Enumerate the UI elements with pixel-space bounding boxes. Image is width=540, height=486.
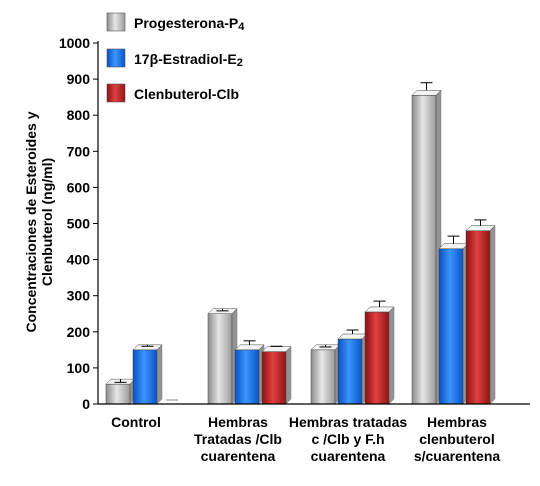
bar-1-group-2 [207,308,238,405]
y-axis-label: Concentraciones de Esteroides y Clenbuter… [23,111,55,332]
bar-3-group-3 [364,306,395,405]
y-tick-label: 0 [82,396,90,412]
category-labels: Control Hembras Tratadas /Clb cuarentenaHem… [111,414,500,464]
legend-label-1: Progesterona-P4 [134,15,245,33]
legend: Progesterona-P4 17β-Estradiol-E2 Clenbuter… [106,12,245,103]
bar-1-group-1 [105,378,136,405]
bar-1-group-3 [310,344,341,405]
y-label-line-2: Clenbuterol (ng/ml) [39,158,55,286]
bar-3-group-4 [465,225,496,405]
legend-label-sub-1: 4 [238,21,245,33]
x-category-label-4: Hembras clenbuterol s/cuarentena [414,414,501,464]
legend-swatch-3 [106,83,126,103]
legend-label-2: 17β-Estradiol-E2 [134,51,243,69]
bar-2-group-2 [234,344,265,405]
y-tick-label: 800 [67,107,91,123]
x-category-label-2: Hembras Tratadas /Clb cuarentena [194,414,282,464]
y-tick-label: 900 [67,71,91,87]
y-tick-label: 100 [67,360,91,376]
bar-1-group-4 [411,89,442,405]
y-tick-label: 500 [67,216,91,232]
legend-swatch-1 [106,12,126,32]
y-tick-label: 400 [67,252,91,268]
y-tick-label: 300 [67,288,91,304]
x-category-label-3: Hembras tratadas c /Clb y F.h cuarentena [289,414,407,464]
legend-swatch-2 [106,48,126,68]
axes [97,41,530,405]
bar-2-group-1 [132,344,163,405]
y-tick-label: 700 [67,143,91,159]
y-axis-ticks: 0 100 200 300 400 500 600 700 800 900 1000 [59,35,98,412]
y-label-line-1: Concentraciones de Esteroides y [23,111,39,332]
x-category-label-1: Control [111,414,161,430]
bar-2-group-4 [438,243,469,405]
bar-2-group-3 [337,333,368,405]
y-tick-label: 200 [67,324,91,340]
legend-label-sub-2: 2 [237,57,243,69]
bar-3-group-2 [261,346,292,405]
bars [105,82,496,405]
y-tick-label: 600 [67,179,91,195]
legend-label-3: Clenbuterol-Clb [134,86,239,102]
y-tick-label: 1000 [59,35,90,51]
